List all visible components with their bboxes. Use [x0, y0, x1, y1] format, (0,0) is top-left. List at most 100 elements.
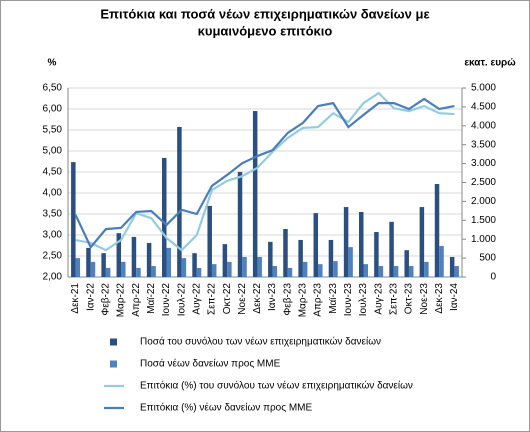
bar [287, 267, 293, 277]
bar [86, 247, 91, 277]
bar [328, 239, 334, 277]
x-tick-label: Δεκ-23 [434, 283, 445, 314]
bar [181, 258, 187, 277]
line [75, 91, 455, 252]
bar [257, 256, 262, 277]
bar [333, 261, 338, 277]
bar [283, 228, 288, 277]
x-tick-label: Αυγ-23 [373, 283, 384, 315]
bar [121, 261, 126, 277]
bar [227, 261, 232, 277]
bar [302, 261, 308, 277]
legend-label: Επιτόκια (%) του συνόλου των νέων επιχει… [140, 380, 413, 392]
y-tick-label: 6,50 [43, 83, 63, 94]
x-tick-label: Νοε-23 [419, 283, 430, 315]
bar [166, 247, 171, 277]
y-tick-label: 5,50 [43, 125, 63, 136]
bar [207, 205, 212, 277]
bar [146, 242, 152, 277]
x-tick-label: Μαρ-22 [116, 283, 127, 318]
bar [318, 264, 323, 277]
y-tick-label: 2,50 [43, 251, 63, 262]
bar [404, 250, 409, 277]
bar [393, 266, 399, 277]
legend-label: Ποσά νέων δανείων προς ΜΜΕ [140, 358, 281, 370]
bar [389, 221, 394, 277]
x-tick-label: Νοε-22 [237, 283, 248, 315]
bar [454, 266, 459, 277]
x-tick-label: Μαϊ-22 [146, 283, 157, 314]
bar [90, 261, 96, 277]
bar [272, 266, 278, 277]
bar [439, 246, 444, 277]
bar [348, 247, 353, 277]
y-tick-label: 4,50 [43, 167, 63, 178]
y2-tick-label: 4.000 [471, 120, 496, 131]
x-tick-label: Ιουν-23 [343, 283, 354, 317]
y2-tick-label: 1.500 [471, 215, 496, 226]
bar [116, 233, 122, 277]
x-tick-label: Ιαν-22 [85, 283, 96, 311]
x-tick-label: Φεβ-23 [282, 283, 293, 316]
x-tick-label: Φεβ-22 [101, 283, 112, 316]
bar [252, 111, 258, 277]
y-tick-label: 6,00 [43, 104, 63, 115]
bar [408, 266, 414, 277]
bar [313, 213, 319, 277]
x-tick-label: Οκτ-23 [404, 283, 415, 315]
y-tick-label: 4,00 [43, 188, 63, 199]
bar [75, 258, 81, 277]
x-tick-label: Μαϊ-23 [328, 283, 339, 314]
bar [192, 253, 197, 277]
line [74, 97, 455, 250]
bar [101, 253, 106, 277]
bar [177, 126, 182, 278]
bar [211, 264, 217, 277]
x-tick-label: Σεπ-23 [388, 283, 399, 315]
y-tick-label: 3,50 [43, 209, 63, 220]
x-tick-label: Αυγ-22 [191, 283, 202, 315]
y-tick-label: 3,00 [43, 230, 63, 241]
y2-tick-label: 5.000 [471, 83, 496, 94]
bar [105, 267, 111, 277]
bar [449, 256, 455, 277]
bar [237, 171, 243, 277]
bar [378, 266, 384, 277]
legend-swatch [110, 360, 117, 368]
x-tick-label: Ιαν-23 [267, 283, 278, 311]
y2-tick-label: 0 [490, 272, 496, 283]
y2-tick-label: 3.000 [471, 158, 496, 169]
bar [136, 267, 141, 277]
x-tick-label: Σεπ-22 [207, 283, 218, 315]
x-tick-label: Ιουλ-23 [358, 283, 369, 317]
y2-tick-label: 2.000 [471, 196, 496, 207]
bar [434, 184, 440, 277]
y2-tick-label: 3.500 [471, 139, 496, 150]
bar [151, 266, 156, 277]
chart-title: κυμαινόμενο επιτόκιο [198, 23, 333, 38]
legend-label: Επιτόκια (%) νέων δανείων προς ΜΜΕ [140, 402, 312, 414]
bar [298, 239, 303, 277]
bar [419, 207, 425, 277]
x-tick-label: Μαρ-23 [298, 283, 309, 318]
x-tick-label: Οκτ-22 [222, 283, 233, 315]
bar [131, 236, 137, 277]
y-axis-label: % [48, 58, 57, 69]
y2-tick-label: 4.500 [471, 102, 496, 113]
bar [162, 157, 167, 277]
bar [242, 256, 247, 277]
legend-swatch [110, 338, 117, 346]
y2-tick-label: 1.000 [471, 234, 496, 245]
y2-tick-label: 500 [479, 253, 496, 264]
y2-tick-label: 2.500 [471, 177, 496, 188]
bar [222, 244, 228, 277]
x-tick-label: Δεκ-22 [252, 283, 263, 314]
x-tick-label: Ιουλ-22 [176, 283, 187, 317]
bar [359, 211, 364, 277]
y-tick-label: 2,00 [43, 272, 63, 283]
y2-axis-label: εκατ. ευρώ [464, 58, 516, 69]
x-tick-label: Ιουν-22 [161, 283, 172, 317]
bar [196, 267, 202, 277]
